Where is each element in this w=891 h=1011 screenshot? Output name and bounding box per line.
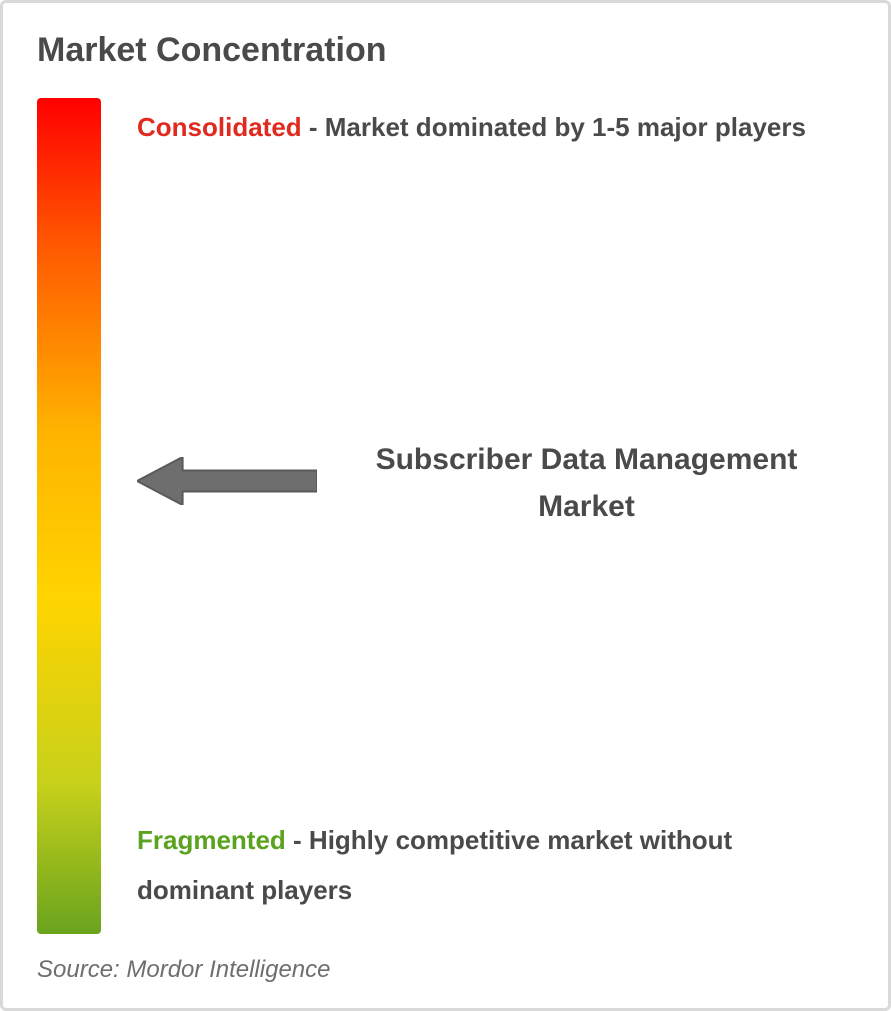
- market-concentration-card: Market Concentration Consolidated - Mark…: [0, 0, 891, 1011]
- right-column: Consolidated - Market dominated by 1-5 m…: [137, 98, 854, 934]
- consolidated-desc: - Market dominated by 1-5 major players: [309, 112, 806, 142]
- card-title: Market Concentration: [37, 31, 854, 70]
- fragmented-label: Fragmented - Highly competitive market w…: [137, 815, 844, 916]
- source-attribution: Source: Mordor Intelligence: [37, 956, 854, 984]
- arrow-left-icon: [137, 457, 317, 505]
- pointer-arrow: [137, 457, 317, 510]
- consolidated-keyword: Consolidated: [137, 112, 302, 142]
- consolidated-label: Consolidated - Market dominated by 1-5 m…: [137, 102, 844, 153]
- card-body: Consolidated - Market dominated by 1-5 m…: [37, 98, 854, 934]
- fragmented-keyword: Fragmented: [137, 825, 286, 855]
- market-pointer-row: Subscriber Data Management Market: [137, 437, 844, 530]
- market-name-label: Subscriber Data Management Market: [339, 437, 844, 530]
- concentration-gradient-bar: [37, 98, 101, 934]
